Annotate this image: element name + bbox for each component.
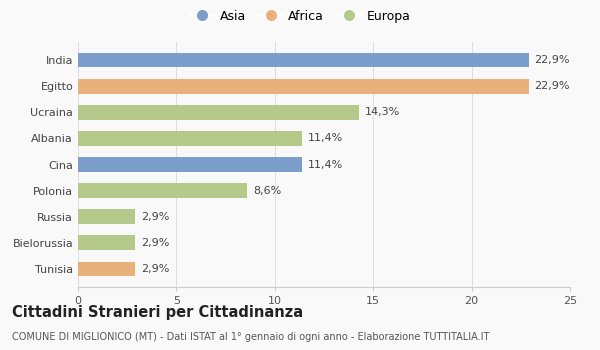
Bar (78, 131, 302, 146)
Text: 8,6%: 8,6% (253, 186, 281, 196)
Bar (78, 209, 135, 224)
Bar (78, 158, 302, 172)
Legend: Asia, Africa, Europa: Asia, Africa, Europa (190, 10, 410, 23)
Bar (78, 105, 359, 120)
Text: 11,4%: 11,4% (308, 160, 344, 169)
Bar (78, 53, 529, 68)
Text: 11,4%: 11,4% (308, 133, 344, 143)
Text: COMUNE DI MIGLIONICO (MT) - Dati ISTAT al 1° gennaio di ogni anno - Elaborazione: COMUNE DI MIGLIONICO (MT) - Dati ISTAT a… (12, 332, 490, 343)
Text: 2,9%: 2,9% (141, 212, 169, 222)
Bar (78, 236, 135, 250)
Text: 2,9%: 2,9% (141, 264, 169, 274)
Bar (78, 261, 135, 276)
Text: 14,3%: 14,3% (365, 107, 401, 117)
Text: Cittadini Stranieri per Cittadinanza: Cittadini Stranieri per Cittadinanza (12, 304, 303, 320)
Bar (78, 79, 529, 93)
Text: 22,9%: 22,9% (535, 81, 570, 91)
Text: 22,9%: 22,9% (535, 55, 570, 65)
Text: 2,9%: 2,9% (141, 238, 169, 248)
Bar (78, 183, 247, 198)
